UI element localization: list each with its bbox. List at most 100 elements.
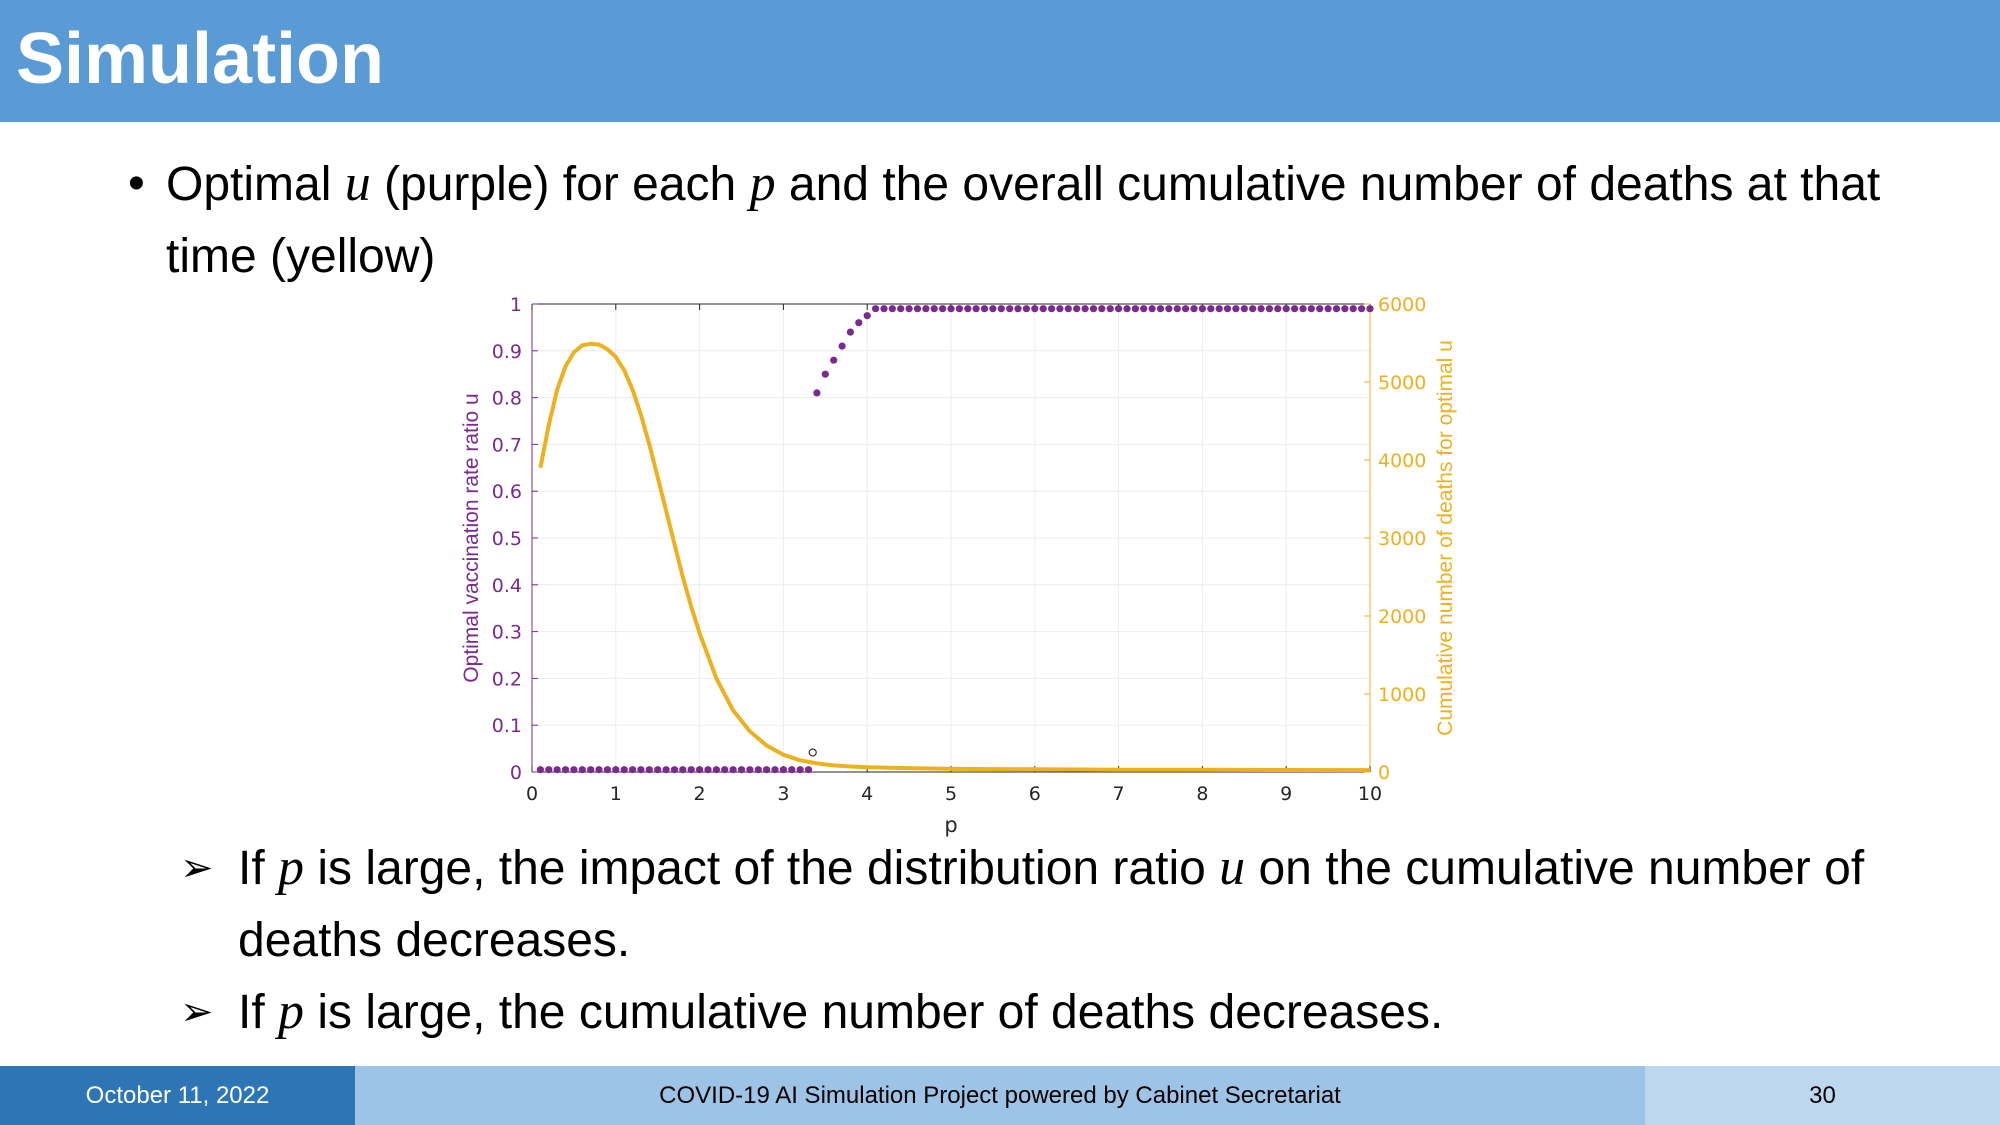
optimal-u-point <box>1022 305 1030 313</box>
optimal-u-point <box>1274 305 1282 313</box>
optimal-u-point <box>629 766 637 774</box>
optimal-u-point <box>1349 305 1357 313</box>
optimal-u-point <box>1291 305 1299 313</box>
optimal-u-point <box>637 766 645 774</box>
optimal-u-point <box>830 356 838 364</box>
optimal-u-point <box>1156 305 1165 313</box>
optimal-u-point <box>721 766 729 774</box>
optimal-u-point <box>1341 305 1349 313</box>
annotation-marker <box>808 748 817 757</box>
x-tick-label: 4 <box>861 783 873 805</box>
optimal-u-point <box>888 305 896 313</box>
text-run: If <box>238 986 279 1039</box>
optimal-u-point <box>1098 305 1106 313</box>
optimal-u-point <box>913 305 922 313</box>
bullet-marker: • <box>128 157 145 210</box>
optimal-u-point <box>1073 305 1081 313</box>
optimal-u-point <box>1031 305 1039 313</box>
optimal-u-point <box>754 766 762 774</box>
optimal-u-point <box>1332 305 1341 313</box>
optimal-u-point <box>687 766 695 774</box>
optimal-u-point <box>779 766 787 774</box>
y-left-axis-label: Optimal vaccination rate ratio u <box>460 393 483 682</box>
x-tick-label: 7 <box>1113 783 1125 805</box>
optimal-u-point <box>1299 305 1307 313</box>
optimal-u-point <box>662 766 670 774</box>
math-symbol-p: p <box>278 839 305 896</box>
optimal-u-point <box>1316 305 1324 313</box>
optimal-u-point <box>1249 305 1257 313</box>
footer-date: October 11, 2022 <box>0 1066 355 1125</box>
chart: 0 1 2 3 4 5 6 7 8 9 1000.10.20.30.40.50.60.70.80.9… <box>460 294 1457 837</box>
optimal-u-point <box>1081 305 1089 313</box>
optimal-u-point <box>980 305 989 313</box>
optimal-u-point <box>1048 305 1056 313</box>
optimal-u-point <box>1190 305 1198 313</box>
y-left-tick-label: 1 <box>510 294 522 316</box>
optimal-u-point <box>763 766 771 774</box>
optimal-u-point <box>939 305 947 313</box>
optimal-u-point <box>813 389 821 397</box>
y-left-tick-label: 0 <box>510 762 522 784</box>
optimal-u-point <box>545 766 553 774</box>
optimal-u-point <box>1215 305 1223 313</box>
optimal-u-point <box>620 766 628 774</box>
optimal-u-point <box>570 766 578 774</box>
optimal-u-point <box>1265 305 1273 313</box>
x-tick-label: 8 <box>1196 783 1208 805</box>
optimal-u-point <box>536 766 544 774</box>
optimal-u-point <box>704 766 712 774</box>
optimal-u-point <box>712 766 720 774</box>
optimal-u-point <box>1324 305 1332 313</box>
text-run: and the overall cumulative number of dea… <box>166 158 1881 283</box>
title-bar: Simulation <box>0 0 2000 122</box>
x-tick-label: 1 <box>610 783 622 805</box>
deaths-line <box>538 341 1371 773</box>
optimal-u-point <box>955 305 964 313</box>
y-left-tick-label: 0.7 <box>492 434 522 456</box>
optimal-u-point <box>855 319 863 327</box>
y-left-tick-label: 0.9 <box>492 341 522 363</box>
optimal-u-point <box>1056 305 1064 313</box>
optimal-u-point <box>1198 305 1206 313</box>
optimal-u-point <box>645 766 653 774</box>
optimal-u-point <box>905 305 913 313</box>
optimal-u-point <box>1165 305 1173 313</box>
optimal-u-point <box>863 312 871 320</box>
arrow-bullet-icon: ➢ <box>180 845 214 891</box>
optimal-u-point <box>880 305 888 313</box>
text-run: is large, the impact of the distribution… <box>304 842 1220 895</box>
optimal-u-point <box>670 766 679 774</box>
y-left-tick-label: 0.4 <box>492 575 522 597</box>
optimal-u-point <box>1148 305 1156 313</box>
optimal-u-point <box>1039 305 1047 313</box>
x-tick-label: 2 <box>694 783 706 805</box>
arrow-bullet-icon: ➢ <box>180 989 214 1035</box>
optimal-u-point <box>804 766 813 774</box>
math-symbol-u: u <box>344 155 371 212</box>
math-symbol-p: p <box>749 155 776 212</box>
optimal-u-point <box>788 766 796 774</box>
optimal-u-point <box>595 766 603 774</box>
text-run: (purple) for each <box>370 158 750 211</box>
optimal-u-point <box>578 766 586 774</box>
x-tick-label: 3 <box>777 783 789 805</box>
optimal-u-point <box>771 766 779 774</box>
y-left-tick-label: 0.8 <box>492 388 522 410</box>
optimal-u-point <box>603 766 611 774</box>
y-left-tick-label: 0.2 <box>492 668 522 690</box>
y-right-tick-label: 6000 <box>1378 294 1426 316</box>
text-run: is large, the cumulative number of death… <box>304 986 1444 1039</box>
optimal-u-point <box>1089 305 1098 313</box>
y-right-axis-label: Cumulative number of deaths for optimal … <box>1434 340 1457 736</box>
sub-bullet-2-text: If p is large, the cumulative number of … <box>238 976 1878 1049</box>
optimal-u-point <box>997 305 1005 313</box>
optimal-u-point <box>1257 305 1265 313</box>
y-left-tick-label: 0.3 <box>492 622 522 644</box>
y-right-tick-label: 5000 <box>1378 372 1426 394</box>
optimal-u-point <box>553 766 561 774</box>
optimal-u-point <box>587 766 595 774</box>
y-left-tick-label: 0.5 <box>492 528 522 550</box>
optimal-u-point <box>1366 305 1374 313</box>
optimal-u-point <box>737 766 746 774</box>
